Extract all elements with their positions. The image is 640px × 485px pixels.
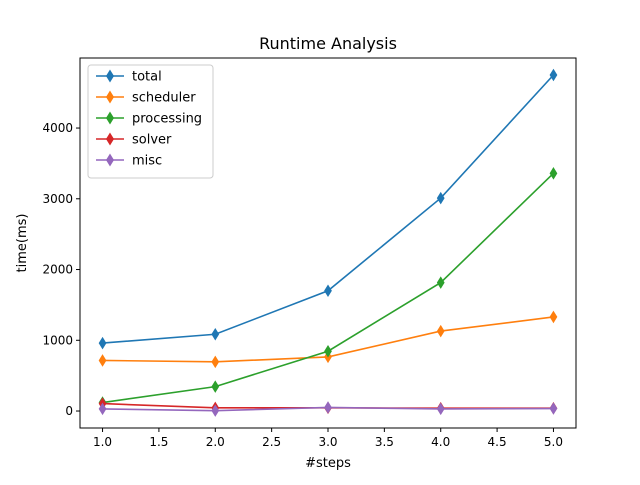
legend-label-total: total bbox=[132, 70, 162, 85]
data-point-total bbox=[211, 328, 220, 341]
data-point-misc bbox=[436, 402, 445, 416]
y-tick-label: 4000 bbox=[42, 121, 73, 135]
data-point-scheduler bbox=[549, 310, 558, 324]
x-tick-label: 3.0 bbox=[318, 435, 337, 449]
legend-marker-misc bbox=[106, 153, 114, 167]
legend-label-scheduler: scheduler bbox=[132, 91, 196, 106]
data-point-scheduler bbox=[98, 354, 107, 367]
legend-marker-scheduler bbox=[106, 90, 114, 104]
data-point-processing bbox=[436, 276, 445, 289]
plot-area-frame bbox=[79, 57, 577, 429]
data-point-processing bbox=[324, 344, 332, 358]
y-tick-label: 1000 bbox=[42, 333, 73, 347]
data-point-misc bbox=[324, 401, 332, 414]
series-total bbox=[98, 68, 558, 350]
data-point-total bbox=[324, 284, 332, 298]
data-point-processing bbox=[549, 167, 558, 180]
data-point-total bbox=[549, 68, 558, 82]
series-processing bbox=[98, 167, 558, 409]
x-tick-label: 2.0 bbox=[206, 435, 225, 449]
x-tick-label: 4.5 bbox=[488, 435, 507, 449]
chart-title: Runtime Analysis bbox=[259, 34, 397, 53]
x-tick-label: 1.0 bbox=[93, 435, 112, 449]
y-tick-label: 2000 bbox=[42, 263, 73, 277]
data-point-processing bbox=[211, 380, 220, 393]
y-tick-label: 0 bbox=[65, 404, 73, 418]
legend: total scheduler processing solver misc bbox=[87, 64, 214, 179]
legend-marker-total bbox=[106, 69, 114, 83]
data-point-misc bbox=[211, 404, 220, 417]
x-tick-label: 5.0 bbox=[544, 435, 563, 449]
axis-ticks: 1.0 1.5 2.0 2.5 3.0 3.5 4.0 4.5 5.0 0 1000 2000 3000… bbox=[42, 121, 563, 449]
x-tick-label: 2.5 bbox=[262, 435, 281, 449]
legend-label-solver: solver bbox=[132, 133, 172, 148]
x-tick-label: 3.5 bbox=[375, 435, 394, 449]
legend-label-processing: processing bbox=[132, 112, 202, 127]
legend-marker-processing bbox=[106, 111, 114, 125]
y-tick-label: 3000 bbox=[42, 192, 73, 206]
x-tick-label: 4.0 bbox=[431, 435, 450, 449]
legend-box bbox=[87, 64, 214, 179]
legend-label-misc: misc bbox=[132, 154, 162, 169]
series-misc bbox=[98, 401, 558, 417]
data-point-total bbox=[98, 336, 107, 350]
data-point-total bbox=[436, 191, 445, 205]
data-point-scheduler bbox=[436, 324, 445, 338]
data-point-scheduler bbox=[211, 355, 220, 369]
data-point-misc bbox=[98, 402, 107, 416]
x-tick-label: 1.5 bbox=[149, 435, 168, 449]
legend-marker-solver bbox=[106, 132, 114, 146]
data-point-misc bbox=[549, 402, 558, 415]
series-lines bbox=[98, 68, 558, 417]
y-axis-label: time(ms) bbox=[15, 214, 30, 273]
x-axis-label: #steps bbox=[305, 456, 351, 471]
